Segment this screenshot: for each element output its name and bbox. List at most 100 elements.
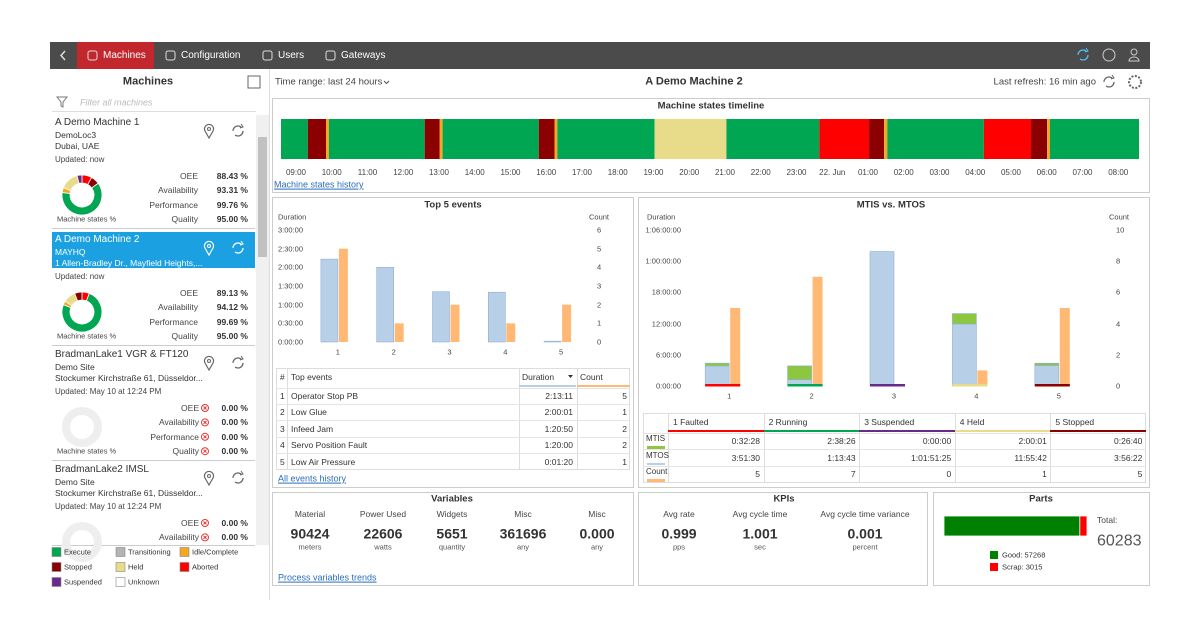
x-tick-label: 1 (335, 347, 340, 357)
filter-box[interactable] (52, 94, 256, 112)
header-accent (763, 430, 860, 432)
scroll-thumb[interactable] (258, 137, 267, 257)
y2-tick-label: 4 (1116, 319, 1121, 329)
tile-label: Widgets (436, 508, 468, 519)
table-cell: 5 (280, 456, 285, 467)
y2-tick-label: 2 (597, 300, 602, 310)
y2-tick-label: 3 (597, 281, 602, 291)
tile-unit: quantity (438, 542, 466, 552)
metric-label: Availability (158, 532, 199, 543)
row-swatch (647, 479, 665, 482)
tile-value: 361696 (499, 525, 547, 542)
updated: Updated: now (55, 272, 105, 282)
table-cell: Low Air Pressure (291, 456, 356, 467)
tile-unit: meters (298, 542, 322, 552)
metric-label: Availability (158, 417, 199, 428)
header-accent (668, 430, 764, 432)
table-cell: 0 (946, 468, 952, 479)
x-tick-label: 19:00 (643, 168, 664, 178)
y2-tick-label: 4 (597, 262, 602, 272)
row-label: MTOS (646, 450, 669, 460)
machine-address: 1 Allen-Bradley Dr., Mayfield Heights,..… (55, 257, 203, 268)
table-cell: 5 (1137, 468, 1143, 479)
machine-address: Dubai, UAE (55, 140, 100, 151)
row-sep (276, 453, 630, 455)
table-cell: 2:38:26 (827, 435, 856, 446)
table-cell: 1 (280, 390, 285, 401)
x-tick-label: 03:00 (929, 168, 950, 178)
metric-label: Quality (171, 214, 198, 225)
refresh-arrow (1110, 74, 1115, 80)
link[interactable]: All events history (278, 473, 347, 484)
metric-value: 0.00 % (221, 517, 248, 528)
x-tick-label: 09:00 (285, 168, 307, 178)
table-cell: 1:01:51:25 (911, 452, 952, 463)
y2-tick-label: 6 (1116, 287, 1121, 297)
y-tick-label: 1:06:00:00 (645, 225, 681, 235)
sidebar-title: Machines (122, 75, 174, 88)
machine-address: Stockumer Kirchstraße 61, Düsseldor... (55, 487, 203, 498)
table-header[interactable]: Duration (522, 371, 555, 382)
table-cell: 1:20:00 (544, 440, 573, 451)
panel-title: Variables (431, 493, 473, 505)
nav-tab-label[interactable]: Machines (103, 50, 146, 61)
row-label: Count (646, 467, 668, 477)
y-tick-label: 0:00:00 (277, 337, 303, 347)
legend-label: Unknown (128, 577, 160, 587)
x-tick-label: 5 (559, 347, 564, 357)
y-tick-label: 6:00:00 (655, 350, 681, 360)
metric-value: 0.00 % (221, 402, 248, 413)
panel-title: KPIs (773, 493, 795, 505)
x-tick-label: 04:00 (965, 168, 986, 178)
legend-label: Stopped (64, 562, 92, 572)
metric-value: 89.13 % (216, 287, 248, 298)
link[interactable]: Process variables trends (278, 572, 377, 583)
table-cell: 1:20:50 (544, 423, 573, 434)
legend-label: Scrap: 3015 (1002, 562, 1043, 572)
col-sep (954, 413, 956, 483)
time-range[interactable]: Time range: last 24 hours (275, 76, 383, 88)
last-refresh: Last refresh: 16 min ago (993, 76, 1096, 88)
y-tick-label: 3:00:00 (277, 225, 303, 235)
x-tick-label: 18:00 (607, 168, 628, 178)
header-accent (954, 430, 1051, 432)
metric-value: 95.00 % (216, 214, 248, 225)
tile-label: Avg cycle time variance (820, 508, 910, 519)
table-cell: 4 (280, 440, 285, 451)
y-tick-label: 2:00:00 (277, 262, 303, 272)
y2-tick-label: 0 (1116, 381, 1121, 391)
x-tick-label: 4 (503, 347, 508, 357)
table-cell: 2 (280, 407, 285, 418)
col-sep (859, 413, 861, 483)
table-cell: 1:13:43 (827, 452, 856, 463)
nav-tab-label[interactable]: Configuration (181, 50, 241, 61)
metric-label: OEE (181, 402, 199, 413)
nav-tab-label[interactable]: Users (278, 50, 305, 61)
table-cell: 3:51:30 (731, 452, 760, 463)
col-sep (519, 368, 520, 470)
x-tick-label: 2 (391, 347, 396, 357)
nav-tab-label[interactable]: Gateways (341, 50, 386, 61)
table-cell: 2:13:11 (545, 390, 573, 401)
dropdown-caret (383, 80, 390, 85)
y-tick-label: 2:30:00 (277, 244, 303, 254)
x-tick-label: 22. Jun (819, 168, 846, 178)
tile-value: 22606 (363, 525, 403, 542)
tile-unit: any (590, 542, 604, 552)
metric-label: Performance (149, 199, 198, 210)
row-sep (276, 403, 630, 405)
tile-value: 0.000 (579, 525, 615, 542)
link[interactable]: Machine states history (274, 179, 364, 190)
x-tick-label: 2 (809, 391, 814, 401)
x-tick-label: 01:00 (857, 168, 879, 178)
header-accent (577, 385, 630, 387)
y-tick-label: 0:30:00 (277, 318, 303, 328)
machine-site: MAYHQ (55, 246, 86, 257)
total-value: 60283 (1097, 532, 1142, 550)
x-tick-label: 02:00 (893, 168, 914, 178)
col-sep (668, 413, 669, 483)
tile-value: 0.999 (661, 525, 697, 542)
x-tick-label: 17:00 (571, 168, 593, 178)
panel-title: Top 5 events (424, 199, 482, 211)
tile-unit: pps (672, 542, 686, 552)
